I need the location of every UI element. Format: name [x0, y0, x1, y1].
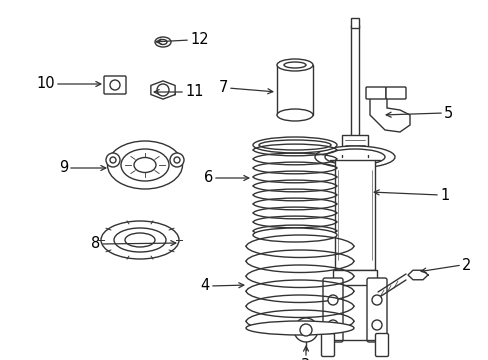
Ellipse shape [252, 228, 336, 242]
Circle shape [157, 84, 169, 96]
Text: 3: 3 [301, 358, 310, 360]
Circle shape [170, 153, 183, 167]
Ellipse shape [159, 40, 167, 45]
Ellipse shape [276, 109, 312, 121]
Text: 12: 12 [190, 32, 208, 48]
Text: 5: 5 [443, 105, 452, 121]
Ellipse shape [259, 140, 330, 150]
FancyBboxPatch shape [321, 333, 334, 356]
Text: 8: 8 [91, 237, 100, 252]
FancyBboxPatch shape [365, 87, 385, 99]
Bar [332, 270, 376, 285]
Text: 6: 6 [203, 171, 213, 185]
FancyBboxPatch shape [366, 278, 386, 342]
Circle shape [299, 324, 311, 336]
Circle shape [293, 318, 317, 342]
Text: 2: 2 [461, 257, 470, 273]
Ellipse shape [325, 149, 384, 165]
Ellipse shape [134, 158, 156, 172]
Text: 9: 9 [59, 161, 68, 175]
FancyBboxPatch shape [385, 87, 405, 99]
Circle shape [110, 157, 116, 163]
Text: 1: 1 [439, 188, 448, 202]
Polygon shape [407, 270, 427, 280]
Polygon shape [369, 95, 409, 132]
Circle shape [174, 157, 180, 163]
Ellipse shape [155, 37, 171, 47]
Circle shape [371, 320, 381, 330]
Text: 10: 10 [36, 77, 55, 91]
Text: 11: 11 [184, 85, 203, 99]
Ellipse shape [314, 146, 394, 168]
Circle shape [327, 295, 337, 305]
Circle shape [371, 295, 381, 305]
Text: 7: 7 [218, 81, 227, 95]
Polygon shape [350, 18, 358, 28]
Ellipse shape [114, 228, 165, 252]
FancyBboxPatch shape [104, 76, 126, 94]
Bar [334, 160, 374, 270]
Bar [341, 135, 367, 155]
Ellipse shape [284, 62, 305, 68]
FancyBboxPatch shape [323, 278, 342, 342]
Text: 4: 4 [201, 279, 209, 293]
Circle shape [106, 153, 120, 167]
Ellipse shape [252, 137, 336, 153]
Circle shape [110, 80, 120, 90]
Circle shape [327, 320, 337, 330]
FancyBboxPatch shape [375, 333, 387, 356]
Ellipse shape [125, 233, 155, 247]
Polygon shape [151, 81, 175, 99]
Ellipse shape [121, 149, 169, 181]
Bar [276, 65, 312, 115]
Ellipse shape [276, 59, 312, 71]
Ellipse shape [101, 221, 179, 259]
Ellipse shape [107, 141, 182, 189]
Ellipse shape [245, 321, 353, 335]
